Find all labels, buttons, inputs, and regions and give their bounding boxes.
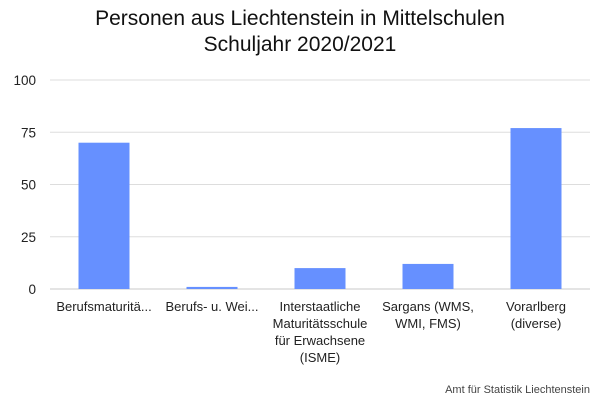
bar [294, 268, 346, 289]
chart-title-line-1: Personen aus Liechtenstein in Mittelschu… [95, 7, 505, 30]
source-note: Amt für Statistik Liechtenstein [445, 384, 590, 396]
bar [186, 286, 238, 289]
y-tick-label: 50 [21, 178, 36, 193]
x-tick-label: Vorarlberg (diverse) [506, 299, 566, 331]
chart-title: Personen aus Liechtenstein in Mittelschu… [0, 6, 600, 58]
x-tick-label: Sargans (WMS, WMI, FMS) [382, 299, 474, 331]
y-tick-label: 25 [21, 230, 36, 245]
y-tick-label: 0 [28, 282, 36, 297]
bar [78, 142, 130, 289]
y-tick-label: 75 [21, 125, 36, 140]
x-tick-label: Berufs- u. Wei... [165, 299, 259, 314]
x-tick-label: Berufsmaturitä... [56, 299, 152, 314]
chart-title-line-2: Schuljahr 2020/2021 [203, 33, 397, 56]
x-tick-label: Interstaatliche Maturitätsschule für Erw… [272, 299, 368, 365]
bar [510, 128, 562, 289]
y-tick-label: 100 [13, 73, 36, 88]
bar [402, 263, 454, 289]
